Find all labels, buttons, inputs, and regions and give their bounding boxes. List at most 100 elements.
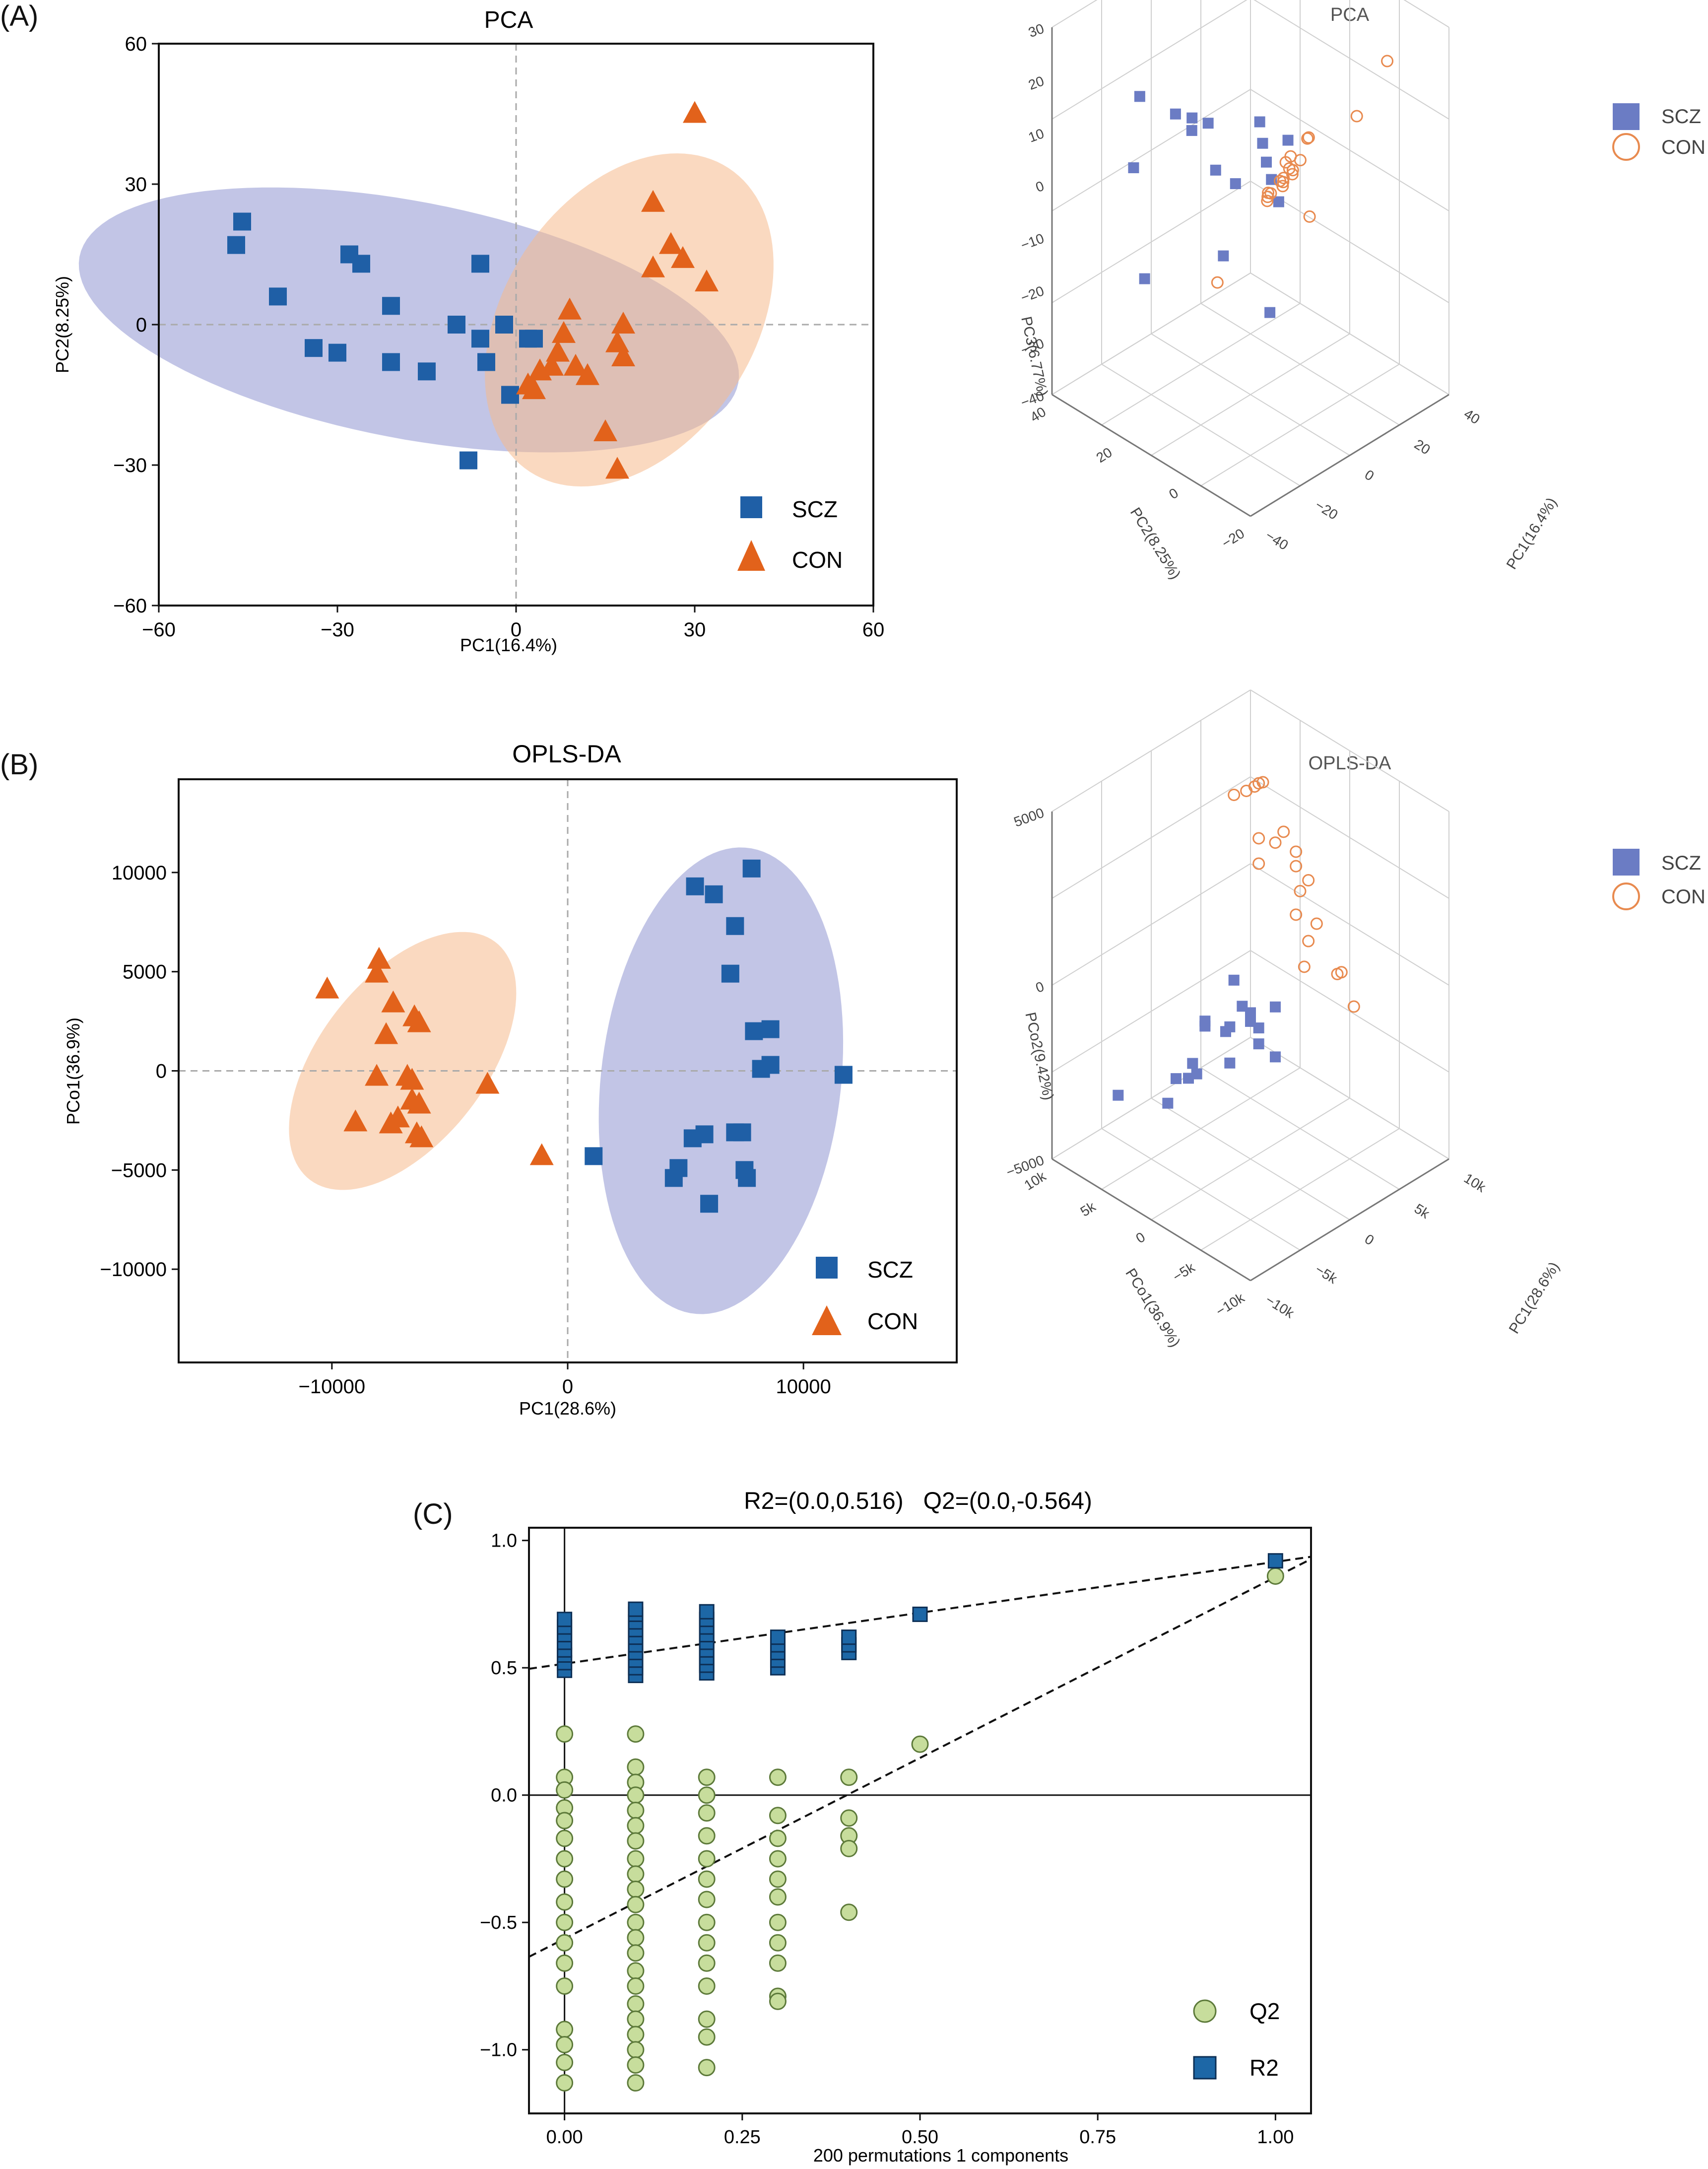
pca-2d-point-con	[671, 246, 695, 268]
permutation-q2-point	[556, 1913, 574, 1931]
permutation-q2-point	[627, 1929, 645, 1947]
permutation-q2-point	[769, 1913, 787, 1931]
oplsda-3d-point-scz	[1162, 1097, 1174, 1109]
oplsda-3d-point-con	[1347, 1000, 1360, 1013]
permutation-ytick-label: −0.5	[480, 1912, 517, 1933]
pca-2d-title: PCA	[484, 7, 533, 33]
oplsda-3d-point-scz	[1224, 1057, 1236, 1069]
oplsda-2d-ytick-label: −10000	[100, 1259, 167, 1281]
oplsda-2d-point-scz	[585, 1147, 603, 1165]
oplsda-2d-point-con	[409, 1125, 434, 1148]
oplsda-3d-grid-line	[1250, 776, 1449, 899]
permutation-q2-point	[627, 2041, 645, 2059]
permutation-r2-point	[770, 1629, 786, 1645]
pca-3d-point-con	[1261, 195, 1274, 207]
permutation-q2-point	[556, 2035, 574, 2053]
pca-3d-xtick-label: 0	[1362, 467, 1377, 484]
oplsda-2d-xtick-label: 0	[562, 1376, 573, 1398]
oplsda-2d-legend: SCZ CON	[812, 1257, 918, 1335]
oplsda-2d-point-con	[365, 1064, 389, 1086]
oplsda-3d-grid-line	[1200, 1067, 1400, 1190]
permutation-q2-point	[840, 1809, 858, 1827]
oplsda-2d-chart: OPLS-DA −10000 0 10000 10000 5000 0 −5000 −1000…	[63, 740, 958, 1419]
pca-2d-legend-scz-label: SCZ	[792, 496, 838, 522]
oplsda-3d-legend-scz-marker	[1613, 849, 1640, 876]
permutation-q2-point	[769, 1830, 787, 1847]
pca-3d-xtick-label: −20	[1313, 497, 1341, 523]
oplsda-2d-point-con	[315, 976, 339, 999]
oplsda-3d-legend-con-label: CON	[1661, 886, 1706, 908]
pca-2d-point-con	[611, 344, 635, 367]
permutation-q2-point	[840, 1903, 858, 1921]
permutation-q2-point	[627, 2056, 645, 2074]
oplsda-2d-ytick-label: 0	[156, 1061, 167, 1083]
pca-3d-grid-line	[1403, 0, 1449, 28]
oplsda-2d-legend-con-label: CON	[867, 1308, 918, 1334]
pca-2d-ylabel: PC2(8.25%)	[52, 276, 72, 373]
oplsda-2d-point-scz	[726, 917, 744, 935]
oplsda-3d-point-scz	[1183, 1073, 1194, 1084]
pca-3d-point-con	[1302, 131, 1315, 144]
oplsda-2d-point-con	[381, 990, 405, 1013]
permutation-q2-point	[627, 1962, 645, 1980]
pca-3d-point-con	[1261, 191, 1274, 203]
permutation-r2-point	[912, 1606, 928, 1622]
oplsda-3d-legend-con-marker	[1612, 882, 1640, 910]
permutation-q2-point	[698, 2059, 716, 2077]
oplsda-2d-point-con	[407, 1010, 431, 1032]
pca-2d-point-scz	[471, 255, 489, 273]
oplsda-2d-point-scz	[761, 1020, 780, 1038]
oplsda-2d-point-con	[386, 1105, 410, 1128]
permutation-q2-point	[698, 1870, 716, 1888]
pca-2d-point-con	[564, 353, 588, 376]
permutation-q2-point	[556, 1781, 574, 1799]
oplsda-3d-grid-line	[1151, 1097, 1350, 1220]
permutation-q2-point	[627, 1786, 645, 1804]
permutation-r2-point	[1267, 1553, 1283, 1569]
oplsda-3d-grid-line	[1250, 1037, 1449, 1159]
pca-3d-xlabel: PC1(16.4%)	[1504, 495, 1561, 572]
oplsda-2d-ytick-label: −5000	[111, 1159, 167, 1181]
pca-2d-point-scz	[477, 353, 495, 371]
oplsda-3d-axis-line	[1051, 1158, 1251, 1282]
pca-3d-grid-line	[1051, 89, 1251, 211]
pca-3d-ztick-label: −10	[1019, 230, 1046, 253]
pca-3d-point-scz	[1128, 162, 1139, 173]
oplsda-3d-point-con	[1252, 857, 1265, 870]
oplsda-3d-ytick-label: 0	[1133, 1229, 1148, 1246]
pca-3d-legend-scz-marker	[1613, 103, 1640, 130]
permutation-q2-point	[627, 1758, 645, 1776]
pca-3d-point-con	[1286, 164, 1299, 177]
permutation-q2-point	[769, 1888, 787, 1906]
pca-2d-point-scz	[418, 362, 436, 381]
oplsda-3d-grid-line	[1051, 689, 1251, 812]
pca-3d-grid-line	[1250, 89, 1449, 211]
oplsda-3d-point-con	[1290, 860, 1303, 873]
oplsda-2d-point-scz	[726, 1123, 744, 1142]
oplsda-2d-point-scz	[705, 885, 723, 903]
oplsda-3d-axis-line	[1250, 1158, 1449, 1282]
oplsda-3d-chart: OPLS-DA −10k−5k05k10k−10k−5k05k10k50000−…	[1004, 689, 1706, 1350]
oplsda-2d-ellipse-con	[289, 932, 517, 1190]
pca-2d-point-con	[641, 190, 665, 212]
pca-3d-axis-line	[1250, 394, 1449, 517]
pca-2d-point-con	[528, 358, 552, 381]
pca-2d-point-scz	[352, 255, 370, 273]
oplsda-3d-point-scz	[1245, 1007, 1256, 1018]
oplsda-3d-point-con	[1290, 908, 1303, 921]
oplsda-2d-point-scz	[700, 1195, 719, 1213]
pca-2d-ytick-label: 30	[125, 174, 147, 196]
oplsda-2d-legend-scz-label: SCZ	[867, 1257, 913, 1283]
permutation-xtick-label: 0.75	[1079, 2127, 1116, 2148]
permutation-q2-point	[769, 1850, 787, 1868]
oplsda-3d-point-con	[1269, 836, 1282, 849]
pca-2d-xtick-label: 30	[684, 619, 706, 641]
oplsda-3d-ytick-label: −10k	[1213, 1289, 1248, 1319]
permutation-q2-point	[627, 2074, 645, 2092]
oplsda-2d-point-con	[367, 947, 391, 969]
permutation-q2-point	[556, 1812, 574, 1830]
oplsda-3d-point-con	[1302, 935, 1315, 948]
oplsda-2d-point-scz	[745, 1022, 763, 1040]
pca-2d-legend-scz-marker	[740, 496, 762, 518]
panel-label-a: (A)	[0, 0, 38, 32]
